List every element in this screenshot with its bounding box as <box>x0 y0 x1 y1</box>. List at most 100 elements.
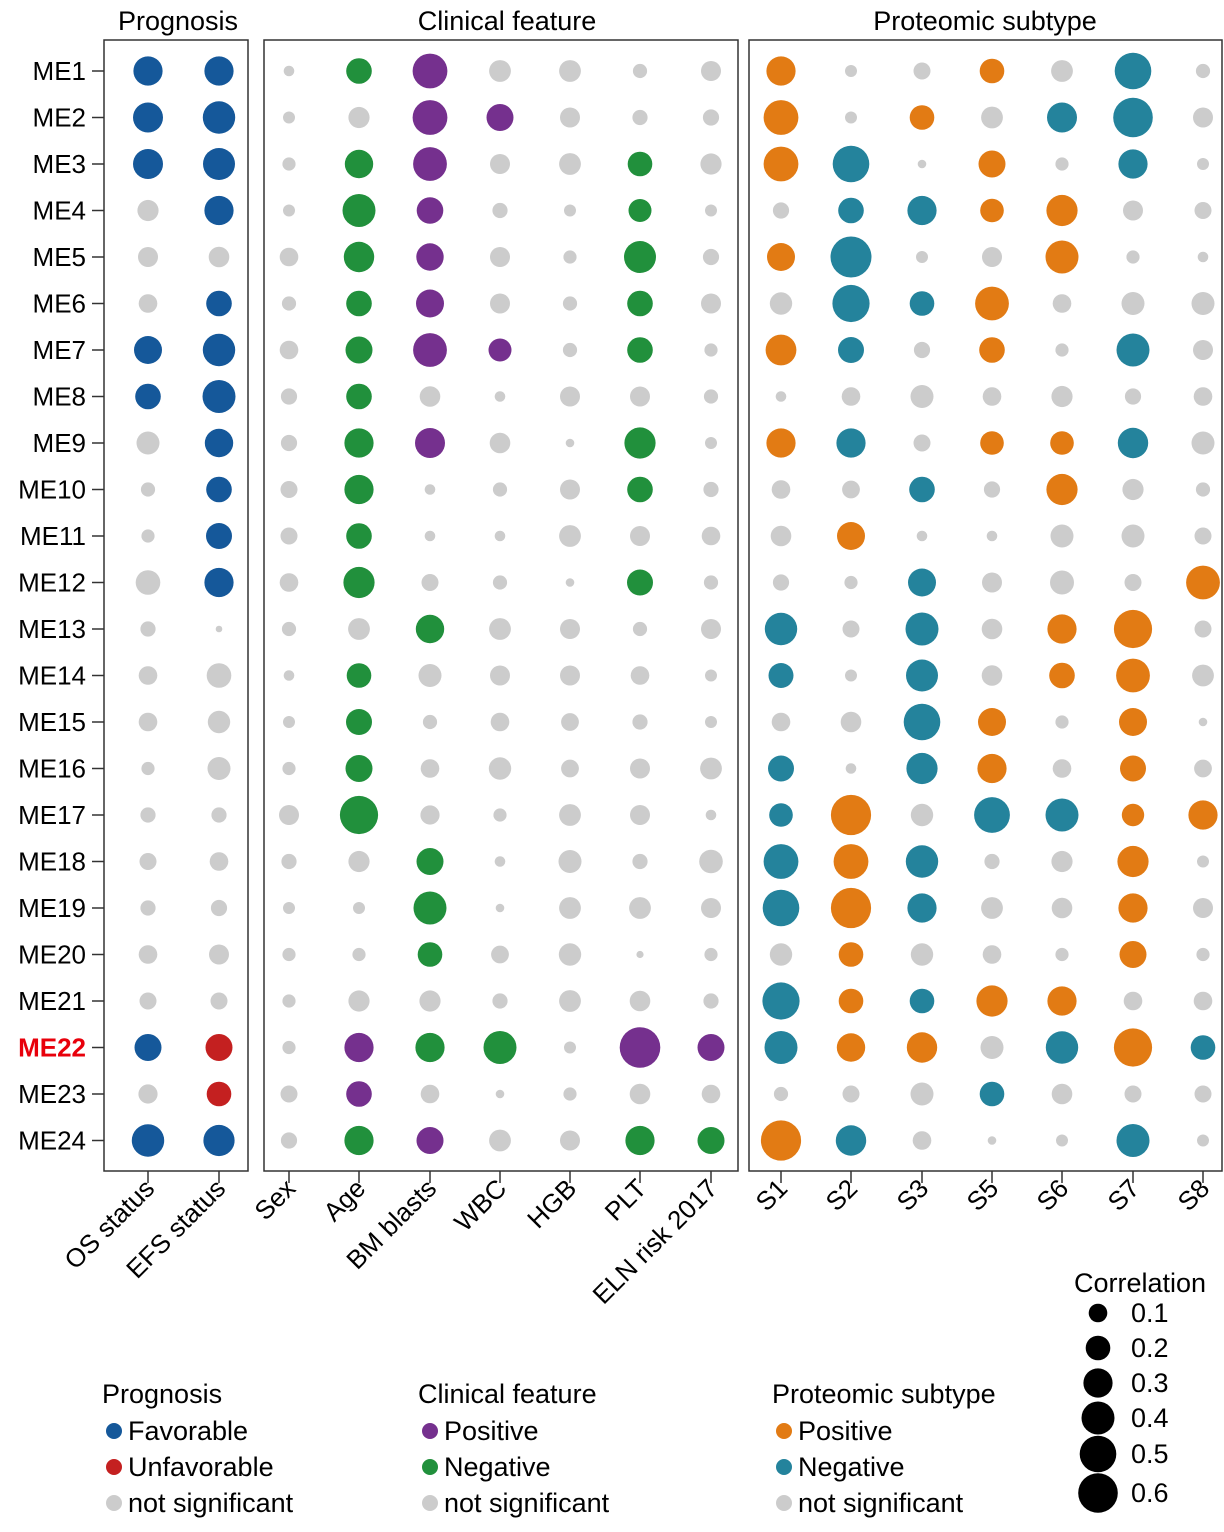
dot <box>830 794 872 836</box>
dot <box>978 150 1006 178</box>
row-label: ME9 <box>33 428 86 458</box>
dot <box>206 476 232 503</box>
row-label: ME13 <box>18 614 86 644</box>
dot <box>842 480 860 499</box>
dot <box>630 666 650 685</box>
legend-swatch <box>776 1423 792 1439</box>
dot <box>279 340 299 360</box>
dot <box>760 1120 802 1161</box>
dot <box>705 716 717 728</box>
legend-label: not significant <box>444 1488 610 1518</box>
row-label: ME11 <box>20 521 86 551</box>
dot <box>630 386 650 407</box>
legend-swatch <box>422 1423 438 1439</box>
dot <box>559 60 581 82</box>
legend-label: Favorable <box>128 1416 248 1446</box>
dot <box>560 479 580 500</box>
dot <box>281 853 297 870</box>
dot <box>1195 482 1211 497</box>
dot <box>210 899 228 917</box>
dot <box>909 988 935 1014</box>
dot <box>1051 60 1073 82</box>
dot <box>1113 97 1153 138</box>
dot <box>415 614 445 644</box>
dot <box>346 1081 372 1107</box>
dot <box>1193 107 1213 128</box>
dot <box>636 950 644 959</box>
dot <box>700 153 722 175</box>
dot <box>1055 715 1069 729</box>
dot <box>138 666 158 685</box>
dot <box>492 482 508 497</box>
size-legend-label: 0.4 <box>1131 1403 1169 1433</box>
dot <box>203 148 235 180</box>
dot <box>840 711 862 733</box>
dot <box>424 484 436 495</box>
dot <box>1052 759 1072 778</box>
dot <box>1055 947 1069 962</box>
dot <box>1124 388 1142 405</box>
size-legend-title: Correlation <box>1074 1268 1206 1298</box>
row-label: ME4 <box>33 196 86 226</box>
column-label: WBC <box>448 1173 512 1237</box>
dot <box>836 428 866 458</box>
dot <box>1113 609 1153 649</box>
dot <box>1194 1085 1212 1103</box>
dot <box>702 109 720 126</box>
dot <box>974 797 1010 833</box>
dot <box>561 713 579 731</box>
dot <box>1056 1134 1068 1147</box>
dot <box>836 1033 866 1062</box>
dot <box>138 294 158 313</box>
dot <box>560 665 580 686</box>
dot <box>283 716 295 728</box>
dot <box>352 947 366 962</box>
dot <box>697 1034 725 1061</box>
dot <box>766 56 796 86</box>
legend-swatch <box>422 1459 438 1475</box>
dot <box>280 434 298 452</box>
size-legend-label: 0.3 <box>1131 1368 1169 1398</box>
dot <box>625 1125 655 1156</box>
dot <box>763 100 799 135</box>
dot <box>983 481 1001 498</box>
dot <box>415 428 445 458</box>
dot <box>1051 385 1073 408</box>
dot <box>1124 574 1142 591</box>
legend-label: Positive <box>798 1416 893 1446</box>
dot <box>353 902 365 914</box>
dot <box>1186 565 1220 600</box>
dot <box>346 663 372 688</box>
dot <box>419 990 441 1012</box>
dot <box>204 195 234 226</box>
dot <box>140 482 156 497</box>
legend-swatch <box>106 1423 122 1439</box>
dot <box>283 902 295 914</box>
dot <box>769 292 793 315</box>
dot <box>206 523 232 549</box>
dot <box>283 670 295 681</box>
dot <box>346 290 372 317</box>
dot <box>629 990 651 1012</box>
dot <box>282 1040 296 1055</box>
dot <box>279 573 299 592</box>
dot <box>490 154 510 174</box>
dot <box>208 246 230 268</box>
dot <box>424 530 436 542</box>
dot <box>1126 250 1140 264</box>
row-label: ME5 <box>33 242 86 272</box>
dot <box>339 795 379 835</box>
dot <box>909 105 935 130</box>
legend-label: not significant <box>128 1488 294 1518</box>
dot <box>344 1032 374 1063</box>
dot <box>492 202 508 219</box>
dot <box>139 992 157 1010</box>
dot <box>344 428 374 458</box>
dot <box>699 849 723 874</box>
dot <box>281 296 297 311</box>
size-legend-dot <box>1081 1401 1115 1435</box>
dot <box>559 153 581 175</box>
dot <box>560 619 580 639</box>
dot <box>979 58 1005 84</box>
dot <box>1194 527 1212 545</box>
